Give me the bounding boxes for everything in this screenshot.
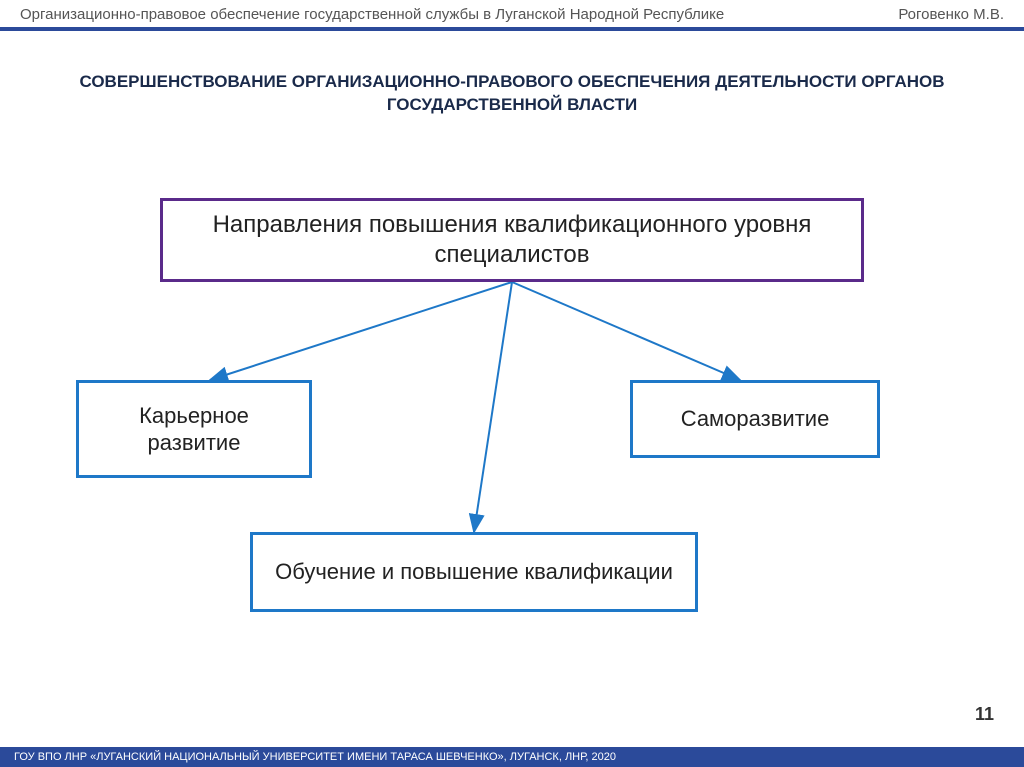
page-number: 11 — [975, 704, 994, 725]
footer-bar: ГОУ ВПО ЛНР «ЛУГАНСКИЙ НАЦИОНАЛЬНЫЙ УНИВ… — [0, 747, 1024, 767]
header-right: Роговенко М.В. — [898, 6, 1004, 23]
edge-root-left — [210, 282, 512, 380]
header-bar: Организационно-правовое обеспечение госу… — [0, 0, 1024, 27]
edge-root-bottom — [474, 282, 512, 532]
slide-title: СОВЕРШЕНСТВОВАНИЕ ОРГАНИЗАЦИОННО-ПРАВОВО… — [0, 31, 1024, 117]
diagram-node-root: Направления повышения квалификационного … — [160, 198, 864, 282]
diagram-node-bottom: Обучение и повышение квалификации — [250, 532, 698, 612]
diagram-node-left: Карьерное развитие — [76, 380, 312, 478]
diagram-container: Направления повышения квалификационного … — [0, 180, 1024, 620]
edge-root-right — [512, 282, 740, 380]
header-left: Организационно-правовое обеспечение госу… — [20, 6, 724, 23]
diagram-node-right: Саморазвитие — [630, 380, 880, 458]
